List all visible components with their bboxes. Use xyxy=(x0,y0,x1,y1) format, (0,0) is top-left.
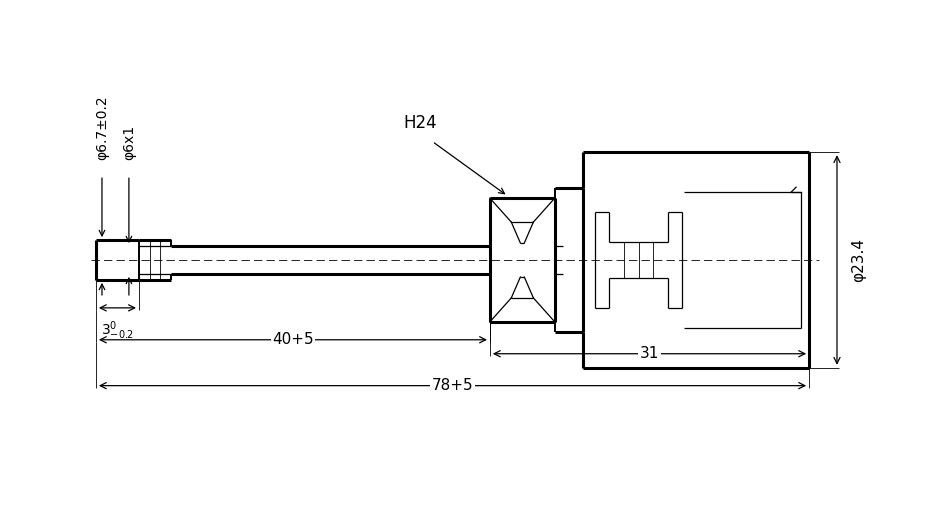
Text: 31: 31 xyxy=(640,346,659,361)
Text: φ6.7±0.2: φ6.7±0.2 xyxy=(95,96,109,160)
Text: 40+5: 40+5 xyxy=(272,332,314,347)
Text: φ23.4: φ23.4 xyxy=(851,238,866,282)
Text: H24: H24 xyxy=(404,114,437,132)
Text: φ6x1: φ6x1 xyxy=(122,125,136,160)
Text: $3^{0}_{-0.2}$: $3^{0}_{-0.2}$ xyxy=(101,320,134,342)
Text: 78+5: 78+5 xyxy=(432,378,473,393)
